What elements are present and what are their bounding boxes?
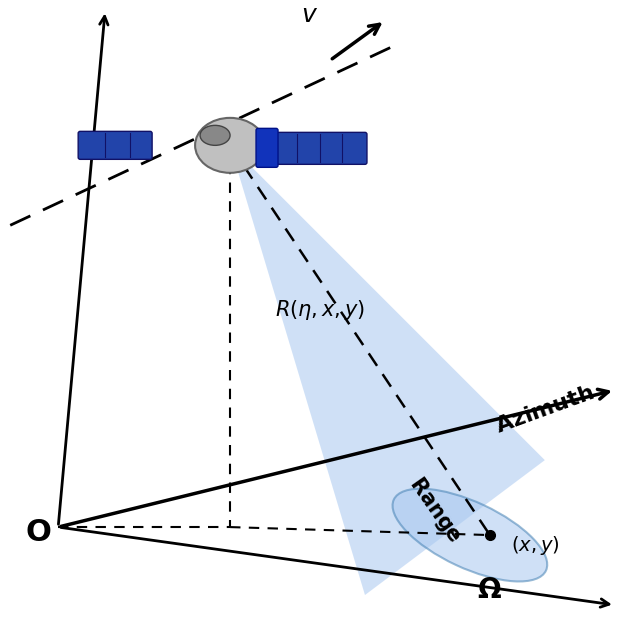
Polygon shape: [230, 145, 545, 595]
Text: $\bf{Range}$: $\bf{Range}$: [404, 473, 467, 548]
Ellipse shape: [195, 118, 265, 173]
Ellipse shape: [392, 489, 547, 582]
Text: $\mathbf{\Omega}$: $\mathbf{\Omega}$: [477, 576, 502, 604]
Text: O: O: [25, 517, 51, 546]
FancyBboxPatch shape: [273, 132, 367, 164]
Text: $v$: $v$: [301, 3, 318, 28]
FancyBboxPatch shape: [256, 128, 278, 168]
Ellipse shape: [200, 125, 230, 145]
Text: $(x, y)$: $(x, y)$: [511, 534, 559, 557]
Text: $\bf{Azimuth}$: $\bf{Azimuth}$: [493, 383, 597, 437]
FancyBboxPatch shape: [78, 132, 152, 159]
Text: $R(\eta, x, y)$: $R(\eta, x, y)$: [275, 299, 365, 322]
